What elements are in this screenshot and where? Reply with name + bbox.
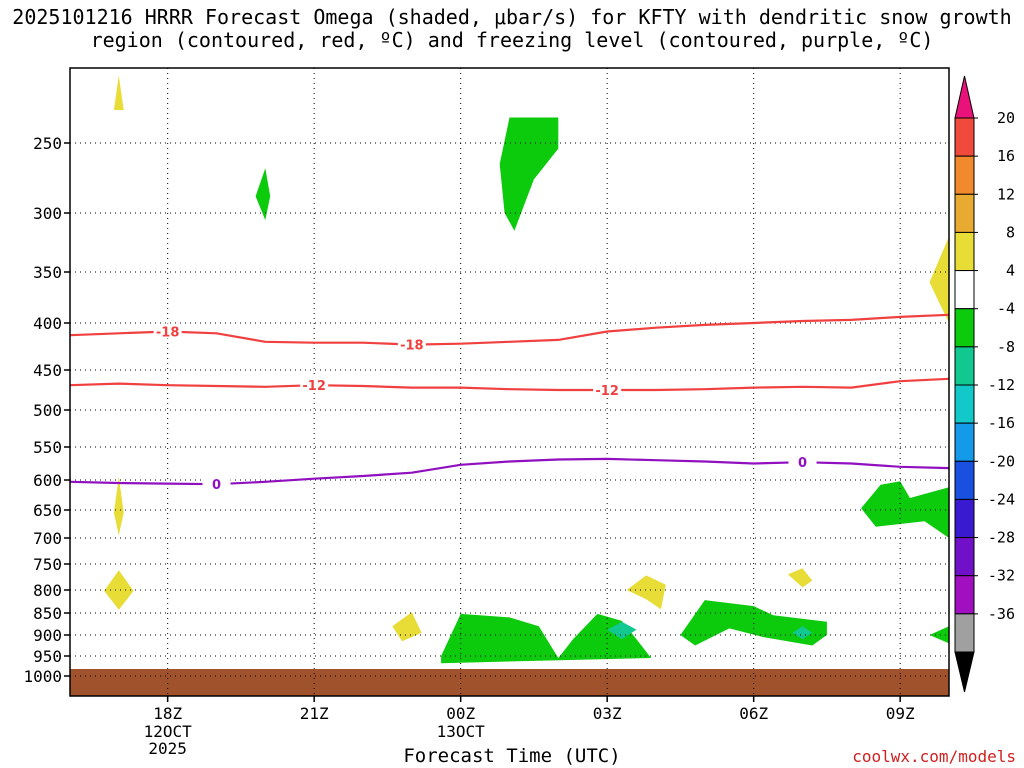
colorbar-label-0: 20 [997, 109, 1015, 127]
contour-label-bg [153, 323, 182, 339]
ground-surface [70, 669, 949, 696]
omega-region-yellow-890 [392, 612, 422, 642]
y-tick-label-750: 750 [33, 555, 62, 574]
omega-region-teal-bottom-right [792, 626, 813, 640]
contour-label-freezing-level-1: 0 [798, 456, 807, 471]
y-tick-label-650: 650 [33, 501, 62, 520]
y-tick-label-550: 550 [33, 438, 62, 457]
colorbar-label-7: -12 [988, 376, 1015, 394]
credit-link[interactable]: coolwx.com/models [852, 747, 1016, 766]
omega-region-yellow-800 [104, 570, 134, 610]
y-tick-label-950: 950 [33, 647, 62, 666]
y-tick-label-800: 800 [33, 581, 62, 600]
y-tick-label-400: 400 [33, 314, 62, 333]
colorbar-label-12: -32 [988, 567, 1015, 585]
x-axis-label: Forecast Time (UTC) [403, 745, 621, 767]
omega-region-green-250 [499, 117, 559, 231]
y-tick-label-300: 300 [33, 204, 62, 223]
omega-region-green-right-bottom [680, 600, 827, 646]
contour-dendritic-upper [69, 313, 950, 346]
contour-label-dendritic-lower-0: -12 [302, 379, 326, 394]
colorbar-label-8: -16 [988, 414, 1015, 432]
contour-dendritic-lower [69, 377, 950, 392]
contour-label-bg [593, 382, 622, 397]
colorbar-label-10: -24 [988, 490, 1015, 508]
omega-region-green-edge [929, 626, 949, 644]
colorbar-swatch-0 [954, 117, 975, 157]
contour-label-bg [300, 377, 329, 393]
x-tick-label-1: 21Z [300, 704, 329, 723]
colorbar: 20 16 12 8 4 -4 -8 -12 -16 -20 -24 -28 -32 -36 [954, 75, 1015, 693]
colorbar-swatch-7 [954, 384, 975, 424]
colorbar-swatch-10 [954, 498, 975, 539]
omega-region-green-300 [255, 168, 271, 221]
y-tick-label-850: 850 [33, 604, 62, 623]
colorbar-swatch-8 [954, 422, 975, 462]
y-tick-label-450: 450 [33, 361, 62, 380]
chart-title: 2025101216 HRRR Forecast Omega (shaded, … [12, 5, 1012, 52]
x-tick-label-4: 06Z [739, 704, 768, 723]
omega-regions [104, 75, 949, 664]
colorbar-swatch-12 [954, 575, 975, 615]
colorbar-swatch-5 [954, 308, 975, 348]
colorbar-top-arrow [954, 75, 975, 119]
ground-layer [70, 669, 949, 696]
contour-label-bg [397, 336, 426, 352]
omega-region-yellow-350 [929, 236, 949, 323]
colorbar-label-5: -4 [997, 300, 1015, 318]
colorbar-bottom-arrow [954, 651, 975, 693]
colorbar-swatch-4 [954, 270, 975, 310]
contour-label-dendritic-upper-0: -18 [156, 325, 180, 340]
y-tick-label-900: 900 [33, 626, 62, 645]
y-tick-label-600: 600 [33, 471, 62, 490]
omega-region-yellow-780 [787, 568, 813, 588]
omega-region-yellow-810 [626, 575, 666, 610]
colorbar-swatch-13 [954, 613, 975, 653]
omega-region-green-bottom [441, 613, 652, 664]
x-tick-label-0: 18Z [153, 704, 182, 723]
y-tick-label-1000: 1000 [23, 667, 62, 686]
colorbar-label-6: -8 [997, 338, 1015, 356]
colorbar-swatch-2 [954, 193, 975, 233]
x-tick-label-2: 00Z [446, 704, 475, 723]
colorbar-swatch-3 [954, 231, 975, 272]
omega-region-yellow-650 [113, 476, 124, 536]
omega-region-teal-bottom [607, 621, 637, 640]
contour-label-bg [788, 454, 817, 470]
y-tick-label-700: 700 [33, 529, 62, 548]
contour-label-dendritic-lower-1: -12 [595, 384, 619, 399]
x-tick-sublabel-0-0: 12OCT [144, 722, 193, 741]
y-tick-label-250: 250 [33, 134, 62, 153]
colorbar-label-13: -36 [988, 605, 1015, 623]
contours: -18 -18 -12 -12 0 0 [69, 313, 950, 493]
y-axis: 250 300 350 400 450 500 550 600 650 700 750 800 850 9… [23, 134, 70, 686]
x-tick-sublabel-0-1: 2025 [148, 739, 187, 758]
x-tick-sublabel-2-0: 13OCT [437, 722, 486, 741]
contour-freezing-level [69, 457, 950, 486]
colorbar-label-3: 8 [1006, 223, 1015, 241]
contour-label-bg [202, 476, 231, 492]
contour-label-freezing-level-0: 0 [212, 478, 221, 493]
plot-frame [69, 67, 950, 697]
colorbar-swatch-9 [954, 460, 975, 500]
colorbar-swatch-1 [954, 155, 975, 195]
colorbar-label-1: 16 [997, 147, 1015, 165]
colorbar-label-9: -20 [988, 452, 1015, 470]
omega-region-yellow-top-left [113, 75, 124, 110]
x-tick-label-5: 09Z [886, 704, 915, 723]
colorbar-label-2: 12 [997, 185, 1015, 203]
y-tick-label-350: 350 [33, 263, 62, 282]
colorbar-swatch-6 [954, 346, 975, 386]
colorbar-label-4: 4 [1006, 262, 1015, 280]
colorbar-label-11: -28 [988, 529, 1015, 547]
y-tick-label-500: 500 [33, 401, 62, 420]
x-tick-label-3: 03Z [593, 704, 622, 723]
colorbar-swatch-11 [954, 537, 975, 577]
contour-label-dendritic-upper-1: -18 [400, 339, 424, 354]
